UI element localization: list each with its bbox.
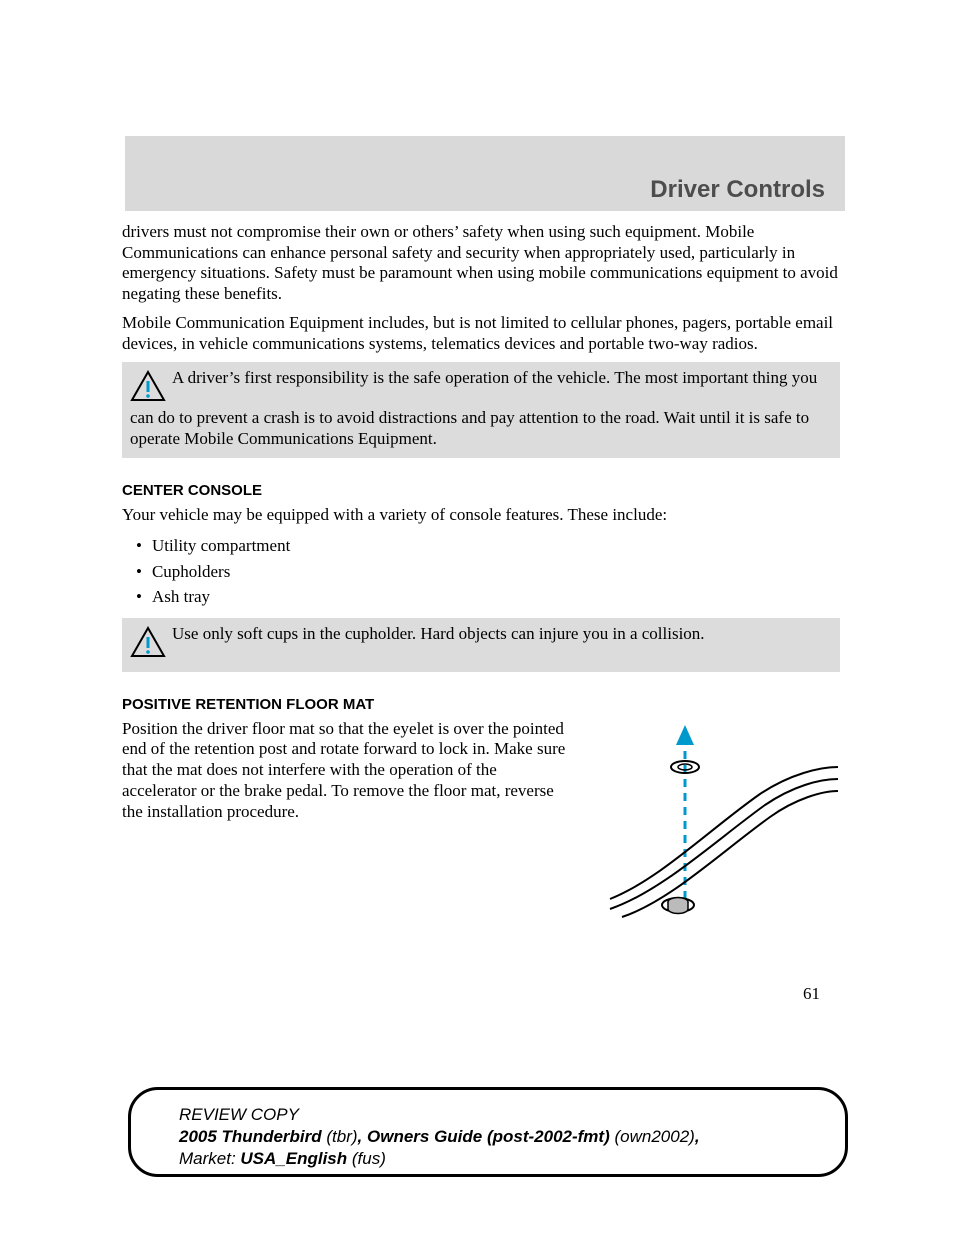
intro-paragraph-2: Mobile Communication Equipment includes,… — [122, 313, 840, 354]
section-heading-floor-mat: POSITIVE RETENTION FLOOR MAT — [122, 696, 840, 713]
warning-box-cupholder: Use only soft cups in the cupholder. Har… — [122, 618, 840, 672]
console-feature-list: Utility compartment Cupholders Ash tray — [136, 533, 840, 610]
center-console-intro: Your vehicle may be equipped with a vari… — [122, 505, 840, 526]
footer-review-box: REVIEW COPY 2005 Thunderbird (tbr), Owne… — [128, 1087, 848, 1177]
list-item: Utility compartment — [136, 533, 840, 559]
page-number: 61 — [122, 984, 840, 1004]
footer-line-3: Market: USA_English (fus) — [179, 1148, 833, 1170]
header-band: Driver Controls — [125, 136, 845, 211]
footer-line-2: 2005 Thunderbird (tbr), Owners Guide (po… — [179, 1126, 833, 1148]
floor-mat-text: Position the driver floor mat so that th… — [122, 719, 572, 823]
page-content: drivers must not compromise their own or… — [122, 222, 840, 1004]
warning-triangle-icon — [130, 370, 166, 408]
floor-mat-diagram — [590, 719, 840, 934]
list-item: Cupholders — [136, 559, 840, 585]
floor-mat-row: Position the driver floor mat so that th… — [122, 719, 840, 934]
warning-text-2: Use only soft cups in the cupholder. Har… — [172, 624, 705, 643]
warning-box-driver-responsibility: A driver’s first responsibility is the s… — [122, 362, 840, 457]
warning-text-1: A driver’s first responsibility is the s… — [130, 368, 817, 447]
intro-paragraph-1: drivers must not compromise their own or… — [122, 222, 840, 305]
footer-line-1: REVIEW COPY — [179, 1104, 833, 1126]
list-item: Ash tray — [136, 584, 840, 610]
section-heading-center-console: CENTER CONSOLE — [122, 482, 840, 499]
warning-triangle-icon — [130, 626, 166, 664]
page-header-title: Driver Controls — [650, 176, 825, 204]
